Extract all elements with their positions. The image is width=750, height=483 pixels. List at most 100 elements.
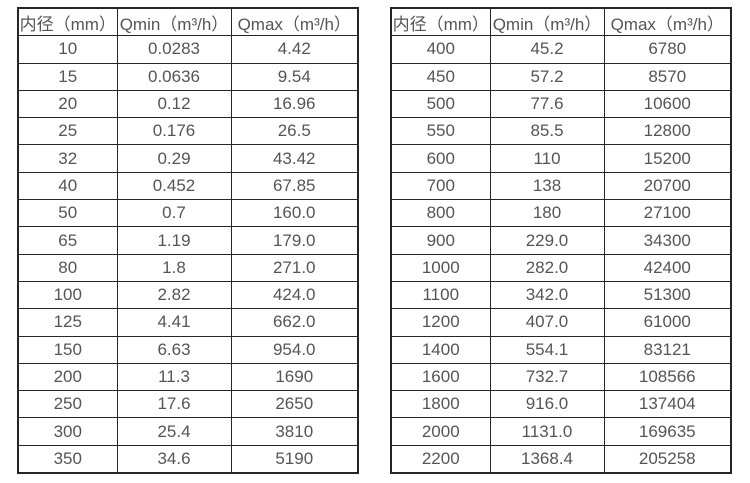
table-cell: 1131.0 (489, 417, 605, 446)
table-cell: 85.5 (489, 117, 605, 146)
table-cell: 20 (17, 89, 118, 119)
table-row: 500 77.6 10600 (390, 89, 732, 119)
table-cell: 1100 (390, 280, 491, 310)
table-cell: 50 (17, 199, 118, 228)
table-row: 400 45.2 6780 (390, 35, 732, 64)
table-cell: 700 (390, 171, 491, 201)
flow-table-large-diameters: 内径（mm） Qmin（m³/h） Qmax（m³/h） 400 45.2 6780 450… (390, 7, 732, 475)
flow-table-small-diameters: 内径（mm） Qmin（m³/h） Qmax（m³/h） 10 0.0283 4.42 15… (17, 7, 359, 475)
table-cell: 150 (17, 335, 118, 364)
table-cell: 51300 (603, 280, 732, 310)
table-cell: 0.29 (116, 144, 232, 173)
table-cell: 300 (17, 417, 118, 446)
table-cell: 27100 (603, 199, 732, 228)
table-row: 25 0.176 26.5 (17, 117, 359, 146)
table-cell: 550 (390, 117, 491, 146)
table-cell: 43.42 (230, 144, 359, 173)
table-cell: 32 (17, 144, 118, 173)
table-row: 20 0.12 16.96 (17, 89, 359, 119)
table-row: 250 17.6 2650 (17, 390, 359, 419)
table-cell: 10600 (603, 89, 732, 119)
table-cell: 138 (489, 171, 605, 201)
table-cell: 26.5 (230, 117, 359, 146)
table-row: 1600 732.7 108566 (390, 362, 732, 392)
table-cell: 1200 (390, 308, 491, 337)
table-cell: 1000 (390, 253, 491, 282)
table-cell: 17.6 (116, 390, 232, 419)
table-row: 50 0.7 160.0 (17, 199, 359, 228)
table-cell: 180 (489, 199, 605, 228)
table-row: 10 0.0283 4.42 (17, 35, 359, 64)
table-cell: 169635 (603, 417, 732, 446)
table-row: 2200 1368.4 205258 (390, 444, 732, 474)
table-cell: 67.85 (230, 171, 359, 201)
table-cell: 2650 (230, 390, 359, 419)
table-cell: 15 (17, 62, 118, 91)
table-cell: 137404 (603, 390, 732, 419)
table-row: 2000 1131.0 169635 (390, 417, 732, 446)
table-cell: 110 (489, 144, 605, 173)
header-row: 内径（mm） Qmin（m³/h） Qmax（m³/h） (17, 7, 359, 37)
table-cell: 4.41 (116, 308, 232, 337)
table-row: 125 4.41 662.0 (17, 308, 359, 337)
table-cell: 900 (390, 226, 491, 255)
table-cell: 10 (17, 35, 118, 64)
table-cell: 424.0 (230, 280, 359, 310)
table-cell: 6780 (603, 35, 732, 64)
table-cell: 15200 (603, 144, 732, 173)
table-row: 1200 407.0 61000 (390, 308, 732, 337)
table-cell: 250 (17, 390, 118, 419)
table-cell: 2000 (390, 417, 491, 446)
table-cell: 350 (17, 444, 118, 474)
table-cell: 83121 (603, 335, 732, 364)
table-cell: 271.0 (230, 253, 359, 282)
table-cell: 40 (17, 171, 118, 201)
table-cell: 2200 (390, 444, 491, 474)
table-cell: 554.1 (489, 335, 605, 364)
table-row: 550 85.5 12800 (390, 117, 732, 146)
table-cell: 125 (17, 308, 118, 337)
table-cell: 34300 (603, 226, 732, 255)
table-row: 1000 282.0 42400 (390, 253, 732, 282)
table-cell: 400 (390, 35, 491, 64)
table-cell: 160.0 (230, 199, 359, 228)
table-row: 15 0.0636 9.54 (17, 62, 359, 91)
table-cell: 2.82 (116, 280, 232, 310)
table-cell: 1690 (230, 362, 359, 392)
table-cell: 1600 (390, 362, 491, 392)
table-cell: 916.0 (489, 390, 605, 419)
table-cell: 342.0 (489, 280, 605, 310)
table-cell: 200 (17, 362, 118, 392)
table-row: 80 1.8 271.0 (17, 253, 359, 282)
table-row: 65 1.19 179.0 (17, 226, 359, 255)
column-header: 内径（mm） (390, 7, 491, 37)
column-header: Qmax（m³/h） (603, 7, 732, 37)
column-header: 内径（mm） (17, 7, 118, 37)
table-cell: 179.0 (230, 226, 359, 255)
table-cell: 954.0 (230, 335, 359, 364)
table-row: 600 110 15200 (390, 144, 732, 173)
column-header: Qmax（m³/h） (230, 7, 359, 37)
table-cell: 4.42 (230, 35, 359, 64)
header-row: 内径（mm） Qmin（m³/h） Qmax（m³/h） (390, 7, 732, 37)
table-cell: 34.6 (116, 444, 232, 474)
table-cell: 662.0 (230, 308, 359, 337)
table-cell: 1.8 (116, 253, 232, 282)
table-row: 450 57.2 8570 (390, 62, 732, 91)
table-row: 1400 554.1 83121 (390, 335, 732, 364)
table-cell: 25.4 (116, 417, 232, 446)
table-row: 150 6.63 954.0 (17, 335, 359, 364)
table-cell: 57.2 (489, 62, 605, 91)
table-row: 1100 342.0 51300 (390, 280, 732, 310)
table-cell: 16.96 (230, 89, 359, 119)
table-row: 40 0.452 67.85 (17, 171, 359, 201)
table-row: 300 25.4 3810 (17, 417, 359, 446)
table-row: 100 2.82 424.0 (17, 280, 359, 310)
table-cell: 0.176 (116, 117, 232, 146)
table-cell: 600 (390, 144, 491, 173)
table-row: 900 229.0 34300 (390, 226, 732, 255)
table-cell: 3810 (230, 417, 359, 446)
table-cell: 11.3 (116, 362, 232, 392)
table-cell: 205258 (603, 444, 732, 474)
